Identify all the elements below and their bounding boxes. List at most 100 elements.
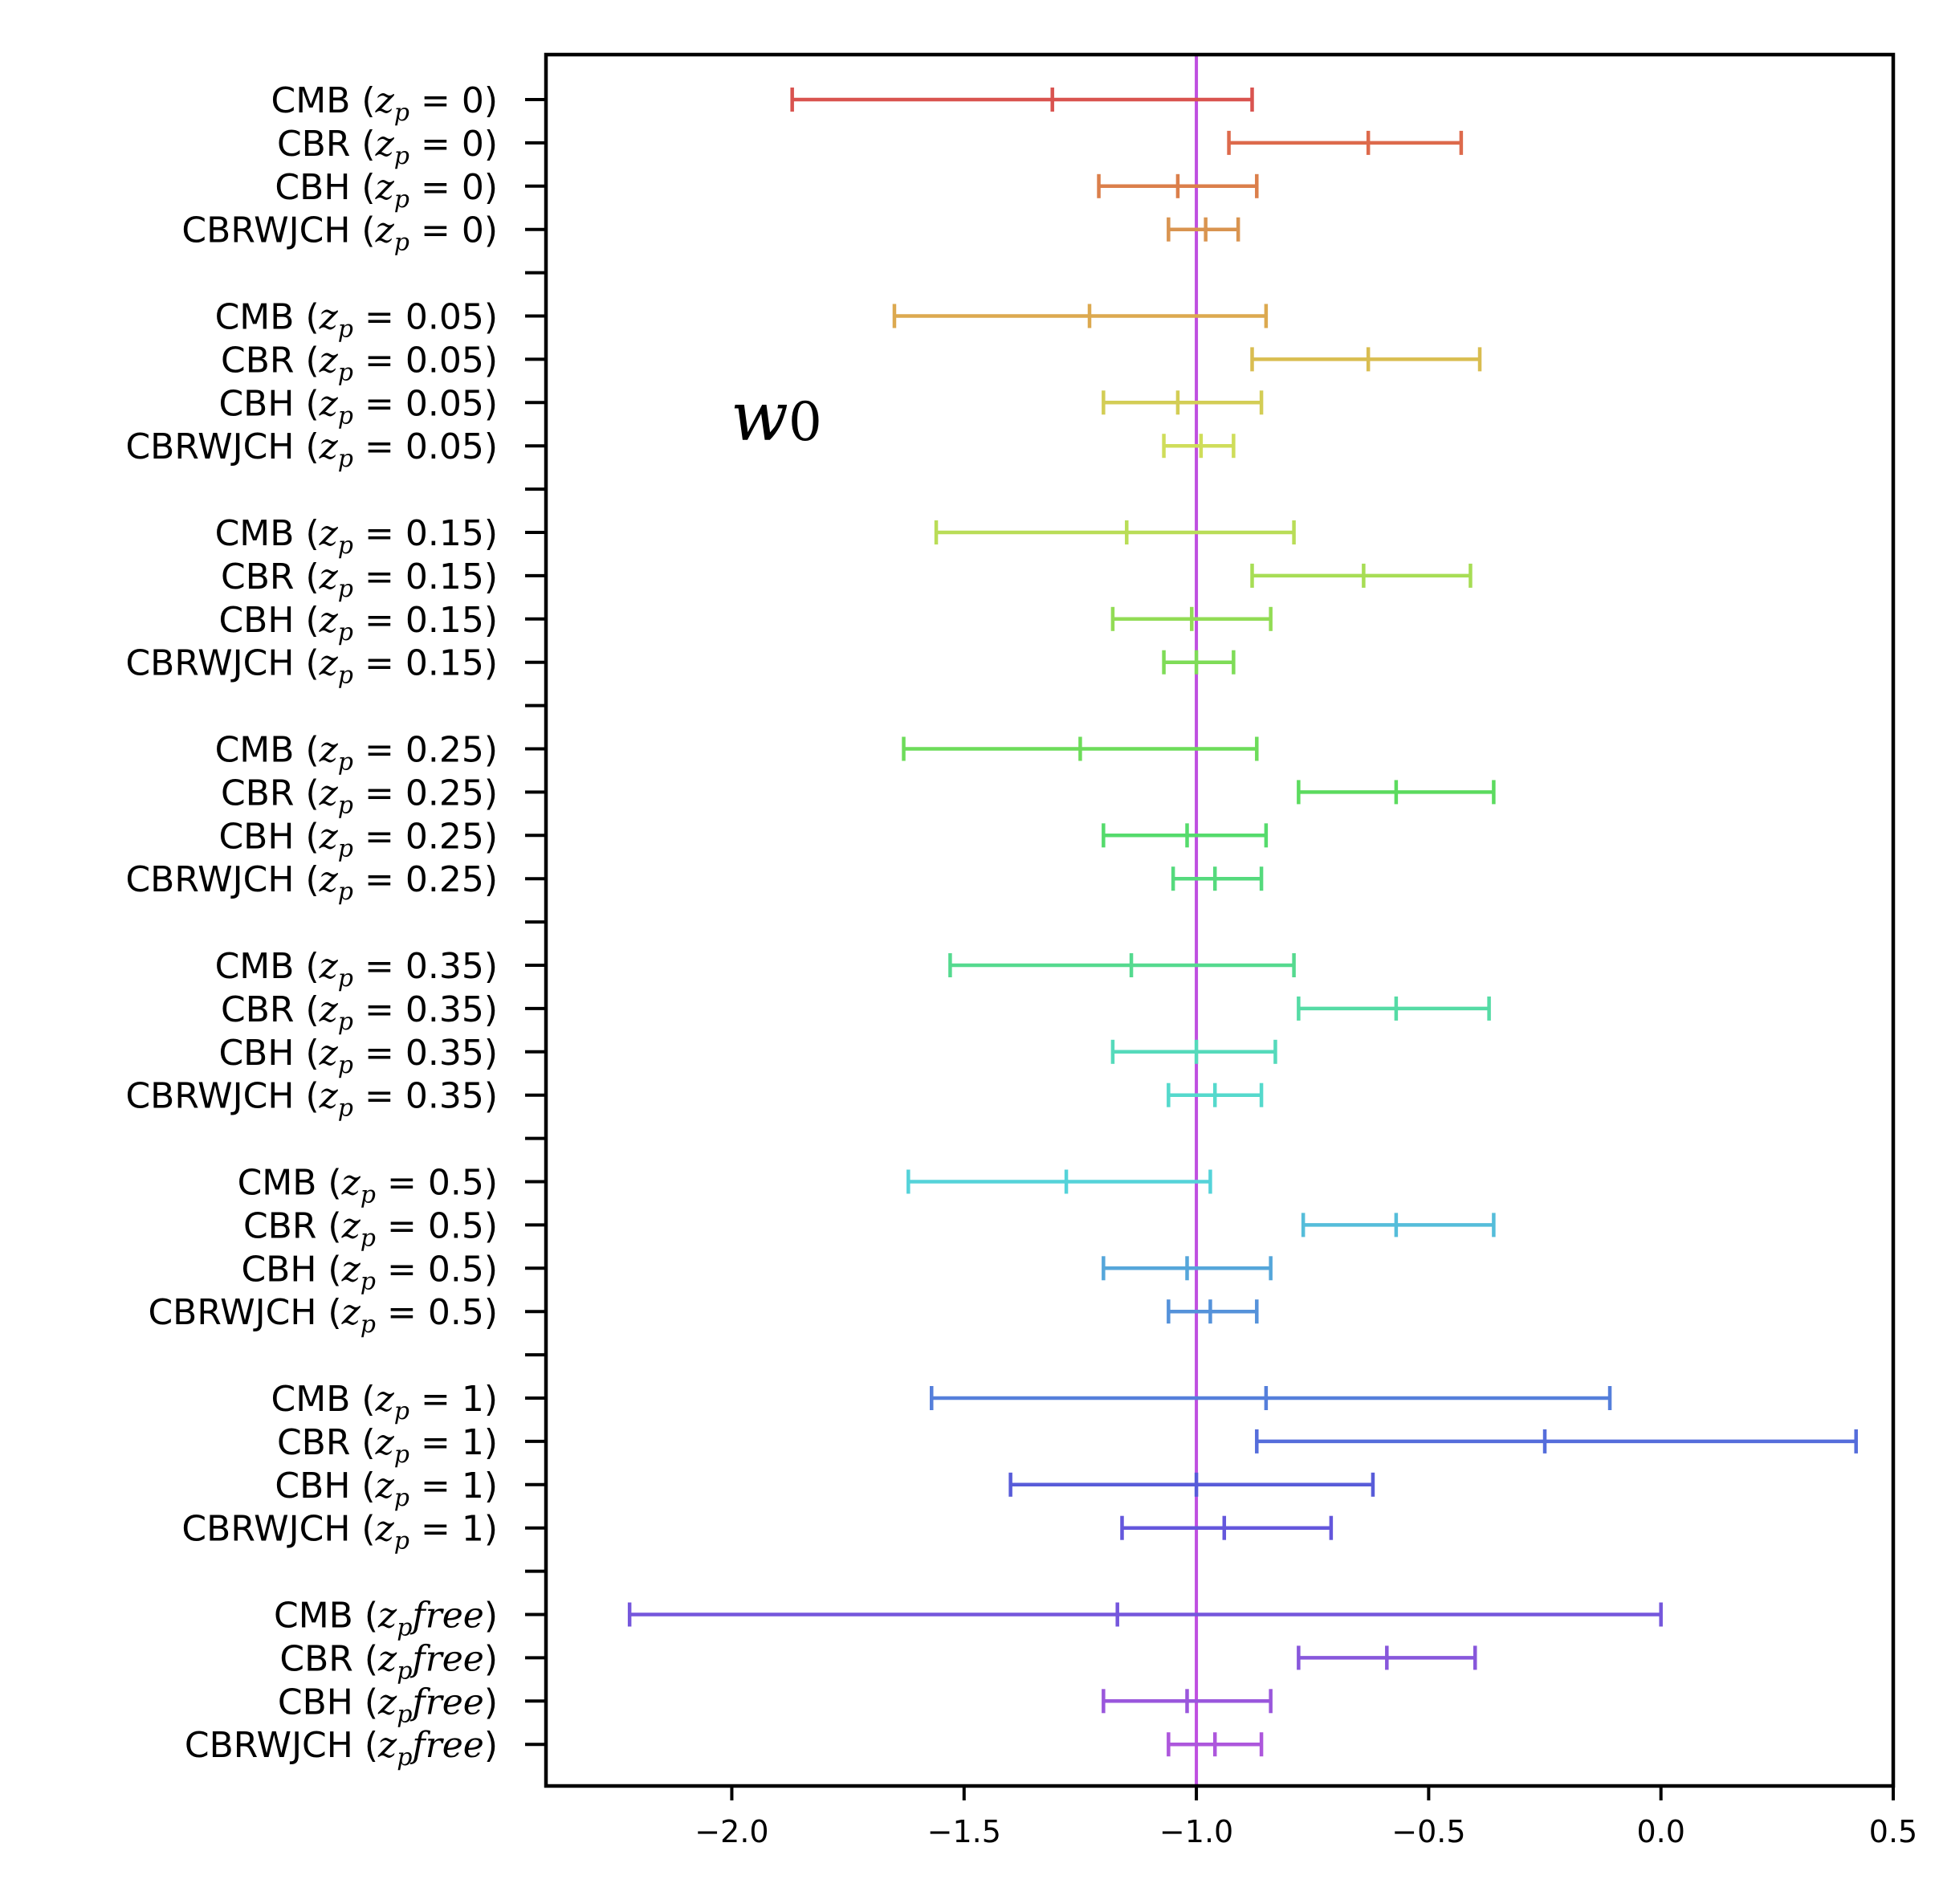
ytick-label-z: z [377, 1596, 397, 1637]
ytick-label-name: CBH [218, 600, 294, 641]
ytick-label-paren-open: ( [350, 1379, 375, 1420]
errorbar-cbrwjch-zp-0_5 [1167, 1299, 1259, 1324]
ytick-label: CMB (zp = 0) [271, 80, 498, 127]
ytick-label-subscript: p [338, 575, 353, 603]
ytick-label-paren-open: ( [350, 1466, 375, 1506]
errorbar-cbrwjch-zp-0_05 [1162, 434, 1236, 459]
ytick-label-name: CMB [215, 513, 295, 554]
ytick-label-paren-close: ) [484, 210, 498, 251]
ytick-label-zp-value: 0 [462, 167, 484, 208]
ytick-label-paren-open: ( [316, 1249, 341, 1290]
ytick-label-paren-close: ) [484, 80, 498, 121]
ytick-label: CBH (zp = 0) [275, 167, 498, 214]
ytick-label-equals: = [409, 210, 462, 251]
errorbar-cbr-zp-0 [1227, 130, 1464, 155]
ytick-label-paren-close: ) [484, 1596, 498, 1637]
ytick-label-subscript: p [338, 618, 353, 646]
ytick-label-paren-close: ) [484, 167, 498, 208]
ytick-label-paren-open: ( [294, 730, 319, 771]
ytick-label-paren-open: ( [294, 426, 319, 467]
errorbar-cmb-zp-0_35 [948, 953, 1296, 977]
ytick-label-subscript: p [397, 1657, 412, 1685]
ytick-label-name: CBRWJCH [181, 1509, 350, 1550]
errorbar-cbh-zp-0_25 [1102, 823, 1269, 848]
ytick-label-equals: = [353, 600, 405, 641]
ytick-label-paren-close: ) [484, 1076, 498, 1117]
ytick-label-z: z [375, 1379, 395, 1420]
ytick-label-paren-open: ( [350, 80, 375, 121]
ytick-label-subscript: p [361, 1181, 376, 1209]
ytick-label-name: CBR [221, 989, 294, 1030]
axes-frame [544, 52, 1896, 1788]
errorbar-cbr-zp-0_05 [1250, 347, 1482, 372]
ytick-label-paren-open: ( [353, 1725, 378, 1766]
ytick-label-z: z [319, 730, 339, 771]
ytick-label-z: z [375, 124, 395, 165]
errorbar-cbh-zp-0_05 [1102, 390, 1264, 415]
ytick-label-subscript: p [338, 532, 353, 560]
ytick-label-subscript: p [338, 1008, 353, 1036]
ytick-label-name: CBR [221, 557, 294, 597]
errorbar-cmb-zp-0_25 [902, 736, 1259, 761]
ytick-label-paren-close: ) [484, 1509, 498, 1550]
ytick-label-name: CBH [275, 167, 350, 208]
ytick-label-equals: = [353, 1033, 405, 1074]
ytick-label-paren-close: ) [484, 1033, 498, 1074]
ytick-label-z: z [375, 210, 395, 251]
ytick-label-zp-value: 0.5 [428, 1205, 484, 1246]
ytick-label-z: z [375, 1466, 395, 1506]
ytick-label-zp-value: 0 [462, 210, 484, 251]
ytick-label: CBH (zp = 0.15) [218, 600, 498, 646]
ytick-label-subscript: p [394, 1397, 409, 1425]
ytick-label-paren-close: ) [484, 643, 498, 684]
ytick-label-zp-value: 0.35 [405, 1076, 484, 1117]
ytick-label-zp-value: 0.15 [405, 600, 484, 641]
errorbar-cbrwjch-zp-0_35 [1167, 1082, 1264, 1107]
ytick-label-equals: = [353, 816, 405, 857]
ytick-label-subscript: p [338, 445, 353, 473]
errorbar-cbrwjch-zp-0_25 [1171, 866, 1264, 891]
axes-layer: CMB (zp = 0)CBR (zp = 0)CBH (zp = 0)CBRW… [125, 52, 1917, 1849]
ytick-label-equals: = [376, 1163, 428, 1204]
ytick-label-subscript: p [361, 1267, 376, 1295]
ytick-label-z: z [319, 1033, 339, 1074]
ytick-label-subscript: p [338, 791, 353, 819]
ytick-label-zp-value: 0.15 [405, 643, 484, 684]
ytick-label-zp-value: 0.25 [405, 859, 484, 900]
errorbar-cbr-zp-free [1297, 1645, 1477, 1670]
ytick-label-subscript: p [338, 834, 353, 862]
ytick-label-name: CBH [218, 816, 294, 857]
ytick-label: CMB (zp = 0.05) [215, 297, 498, 344]
ytick-label-paren-open: ( [294, 297, 319, 338]
ytick-label: CMB (zpfree) [274, 1596, 498, 1642]
errorbar-cmb-zp-0_5 [906, 1169, 1212, 1194]
ytick-label-paren-open: ( [316, 1292, 341, 1333]
ytick-label-name: CMB [215, 730, 295, 771]
ytick-label: CBRWJCH (zp = 0.25) [125, 859, 498, 906]
errorbar-cmb-zp-0_05 [892, 304, 1269, 328]
xtick-label: −1.0 [1159, 1814, 1233, 1849]
ytick-label-equals: = [409, 1509, 462, 1550]
ytick-label-paren-close: ) [484, 773, 498, 813]
ytick-label-z: z [375, 1422, 395, 1463]
ytick-label-paren-open: ( [294, 946, 319, 987]
errorbar-cmb-zp-0 [790, 88, 1254, 112]
ytick-label-paren-close: ) [484, 1682, 498, 1723]
ytick-label-paren-open: ( [294, 600, 319, 641]
ytick-label-subscript: p [338, 878, 353, 906]
ytick-label-zp-value: free [409, 1725, 483, 1766]
ytick-label-subscript: p [394, 1527, 409, 1555]
ytick-label-paren-open: ( [294, 773, 319, 813]
errorbar-cbr-zp-0_35 [1297, 996, 1491, 1021]
ytick-label-zp-value: 0.05 [405, 383, 484, 424]
errorbar-cbh-zp-0_5 [1102, 1256, 1273, 1281]
ytick-label: CBH (zp = 1) [275, 1466, 498, 1512]
ytick-label-equals: = [409, 124, 462, 165]
ytick-label-name: CBR [221, 340, 294, 381]
ytick-label-subscript: p [394, 229, 409, 257]
ytick-label-name: CMB [274, 1596, 353, 1637]
ytick-label-subscript: p [338, 358, 353, 386]
ytick-label-z: z [377, 1682, 397, 1723]
ytick-label-paren-open: ( [353, 1638, 378, 1679]
ytick-label-z: z [319, 1076, 339, 1117]
